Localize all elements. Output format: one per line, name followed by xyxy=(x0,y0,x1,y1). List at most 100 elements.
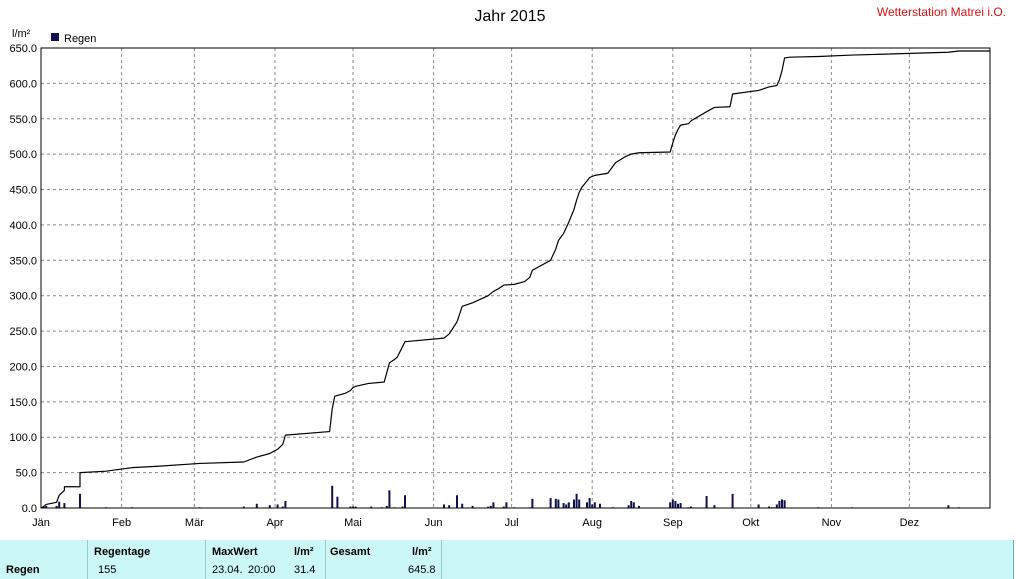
plot-frame xyxy=(40,47,991,509)
rain-bar xyxy=(276,504,279,508)
maxwert-cell: MaxWert l/m² 23.04. 20:00 31.4 xyxy=(206,540,326,579)
y-tick-label: 350.0 xyxy=(9,255,37,267)
rain-bar xyxy=(674,500,677,508)
rain-bar xyxy=(562,503,565,508)
rain-bar xyxy=(669,502,672,508)
x-tick-label: Mär xyxy=(185,517,204,529)
rain-bar xyxy=(677,503,679,508)
rain-bar xyxy=(79,493,81,508)
rain-bar xyxy=(549,498,552,508)
rain-bar xyxy=(591,504,594,508)
y-tick-label: 200.0 xyxy=(9,361,37,373)
regentage-cell: Regentage 155 xyxy=(88,540,206,579)
rain-bar xyxy=(55,505,58,508)
maxwert-header: MaxWert xyxy=(212,546,258,558)
legend-label: Regen xyxy=(64,33,96,45)
x-tick-label: Nov xyxy=(822,517,842,529)
rain-bar xyxy=(456,495,458,508)
y-tick-label: 50.0 xyxy=(16,468,37,480)
rain-bar xyxy=(586,502,588,508)
rain-bar xyxy=(505,502,508,508)
rain-bar xyxy=(63,503,66,508)
rain-bar xyxy=(947,505,950,508)
stats-filler xyxy=(442,540,1014,579)
rain-bar xyxy=(255,503,258,508)
gesamt-value: 645.8 xyxy=(408,564,436,576)
rain-bar xyxy=(331,485,334,508)
maxwert-time: 20:00 xyxy=(248,564,276,576)
rain-bar xyxy=(487,506,490,508)
y-tick-label: 150.0 xyxy=(9,397,37,409)
rain-chart: Jahr 2015 Wetterstation Matrei i.O. l/m²… xyxy=(9,5,1006,529)
rain-bar xyxy=(370,506,373,508)
x-tick-label: Feb xyxy=(112,517,131,529)
x-tick-label: Apr xyxy=(266,517,283,529)
rain-bar xyxy=(783,500,786,508)
rain-bar xyxy=(401,506,404,508)
y-tick-label: 500.0 xyxy=(9,149,37,161)
rain-bar xyxy=(242,506,245,508)
y-tick-label: 0.0 xyxy=(22,503,37,515)
x-tick-label: Okt xyxy=(742,517,759,529)
rain-bar xyxy=(502,506,505,508)
station-name: Wetterstation Matrei i.O. xyxy=(877,5,1006,19)
rain-bar xyxy=(593,502,596,508)
x-tick-label: Mai xyxy=(344,517,362,529)
rain-bar xyxy=(630,500,633,508)
rain-bar xyxy=(404,495,406,508)
rain-bar xyxy=(573,499,575,508)
rain-bar xyxy=(599,503,601,508)
rain-bar xyxy=(632,502,635,508)
rain-bar xyxy=(489,505,492,508)
rain-bar xyxy=(448,505,451,508)
rain-bar xyxy=(554,498,557,508)
rain-bar xyxy=(768,506,770,508)
chart-title: Jahr 2015 xyxy=(474,8,545,25)
rain-bar xyxy=(578,499,581,508)
rain-bar xyxy=(58,501,61,508)
rain-bars xyxy=(42,485,960,508)
rain-bar xyxy=(671,499,674,508)
rain-bar xyxy=(627,505,630,508)
y-tick-labels: 0.0 50.0 100.0 150.0 200.0 250.0 300.0 350.0 400… xyxy=(9,43,37,515)
rain-bar xyxy=(778,500,781,508)
rain-bar xyxy=(354,506,357,508)
y-tick-label: 400.0 xyxy=(9,220,37,232)
regentage-value: 155 xyxy=(98,564,117,576)
rain-bar xyxy=(690,506,692,508)
rain-bar xyxy=(388,490,391,508)
y-tick-label: 650.0 xyxy=(9,43,37,55)
rain-bar xyxy=(638,505,640,508)
rain-bar xyxy=(567,502,570,508)
x-tick-label: Jän xyxy=(32,517,50,529)
rain-bar xyxy=(349,506,352,508)
rain-bar xyxy=(775,504,778,508)
rain-bar xyxy=(281,506,284,508)
x-tick-labels: Jän Feb Mär Apr Mai Jun Jul Aug Sep Okt Nov Dez xyxy=(32,517,919,529)
rain-bar xyxy=(679,503,682,508)
rain-bar xyxy=(588,498,591,508)
y-tick-label: 250.0 xyxy=(9,326,37,338)
gesamt-header: Gesamt xyxy=(330,546,371,558)
rain-bar xyxy=(575,493,578,508)
gesamt-unit: l/m² xyxy=(412,546,432,558)
stats-panel: Regen Regentage 155 MaxWert l/m² 23.04. … xyxy=(0,538,1016,579)
rain-bar xyxy=(471,505,474,508)
rain-bar xyxy=(443,504,445,508)
x-tick-label: Sep xyxy=(663,517,683,529)
cumulative-rain-line xyxy=(40,50,990,509)
rain-bar xyxy=(565,504,568,508)
rain-bar xyxy=(268,505,271,508)
rain-bar xyxy=(492,502,495,508)
y-tick-label: 100.0 xyxy=(9,432,37,444)
rain-bar xyxy=(757,504,760,508)
stats-row-label-cell: Regen xyxy=(0,540,88,579)
regentage-header: Regentage xyxy=(94,546,151,558)
y-tick-label: 450.0 xyxy=(9,185,37,197)
y-tick-label: 550.0 xyxy=(9,114,37,126)
rain-bar xyxy=(461,503,464,508)
rain-bar xyxy=(781,499,783,508)
x-tick-label: Jul xyxy=(505,517,519,529)
rain-bar xyxy=(531,498,534,508)
rain-bar xyxy=(731,493,734,508)
